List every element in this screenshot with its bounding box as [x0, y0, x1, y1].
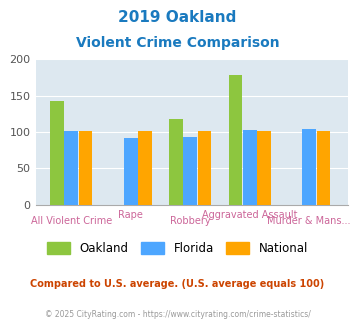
Bar	[317, 131, 331, 205]
Bar	[124, 138, 137, 205]
Text: Violent Crime Comparison: Violent Crime Comparison	[76, 36, 279, 50]
Bar	[229, 75, 242, 205]
Bar	[79, 131, 92, 205]
Text: 2019 Oakland: 2019 Oakland	[118, 10, 237, 25]
Text: Compared to U.S. average. (U.S. average equals 100): Compared to U.S. average. (U.S. average …	[31, 279, 324, 289]
Text: Rape: Rape	[118, 211, 143, 220]
Text: Aggravated Assault: Aggravated Assault	[202, 211, 297, 220]
Bar	[50, 101, 64, 205]
Bar	[243, 130, 257, 205]
Bar	[257, 131, 271, 205]
Text: © 2025 CityRating.com - https://www.cityrating.com/crime-statistics/: © 2025 CityRating.com - https://www.city…	[45, 310, 310, 319]
Text: Robbery: Robbery	[170, 216, 211, 226]
Bar	[184, 137, 197, 205]
Text: All Violent Crime: All Violent Crime	[31, 216, 112, 226]
Bar	[302, 129, 316, 205]
Legend: Oakland, Florida, National: Oakland, Florida, National	[42, 237, 313, 259]
Text: Murder & Mans...: Murder & Mans...	[267, 216, 351, 226]
Bar	[138, 131, 152, 205]
Bar	[169, 119, 183, 205]
Bar	[198, 131, 211, 205]
Bar	[64, 131, 78, 205]
